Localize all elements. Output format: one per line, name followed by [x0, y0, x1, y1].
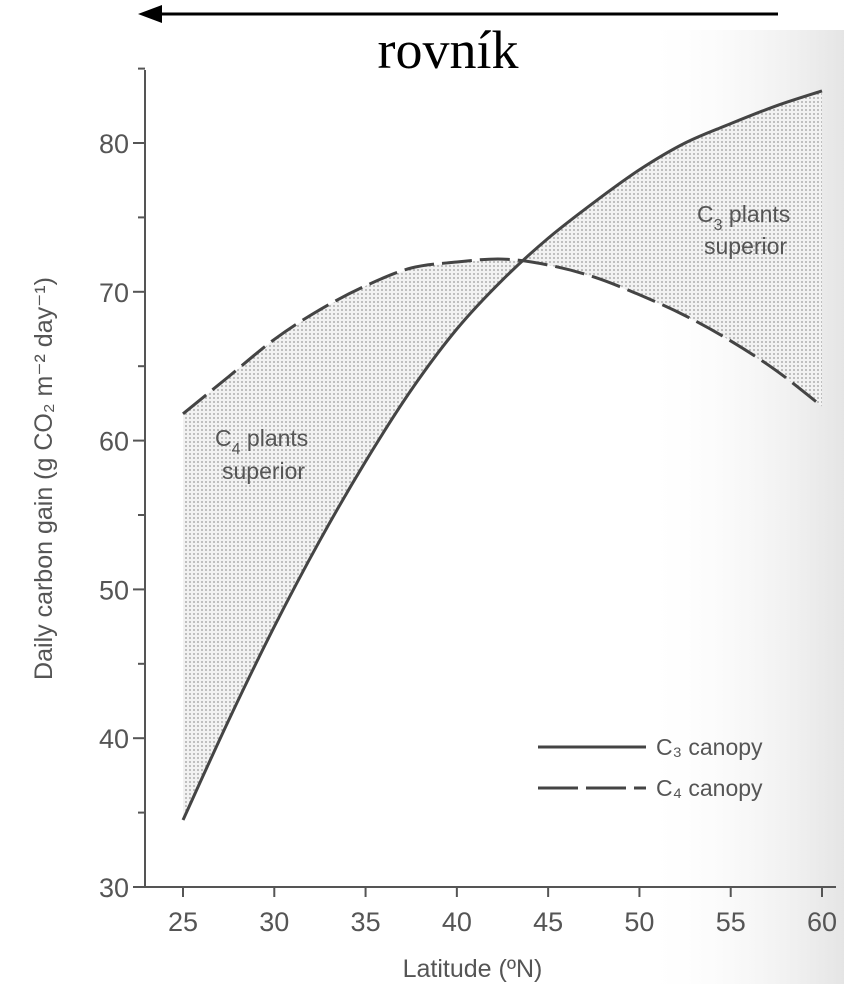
annotation-c3-superior: C3 plants superior: [697, 201, 790, 259]
series-c3-line: [181, 89, 823, 821]
series-lines: [181, 89, 823, 821]
legend-c4-label: C₄ canopy: [656, 775, 763, 801]
svg-text:C4 plants: C4 plants: [215, 425, 308, 458]
annot-c4-sub: 4: [232, 441, 241, 458]
x-tick-label: 40: [442, 907, 472, 937]
y-axis-title: Daily carbon gain (g CO₂ m⁻² day⁻¹): [30, 277, 58, 680]
legend: C₃ canopy C₄ canopy: [538, 734, 763, 801]
legend-c3-label: C₃ canopy: [656, 734, 763, 760]
header-label: rovník: [378, 20, 519, 80]
y-ticks: 30 40 50 60 70 80: [99, 67, 145, 903]
series-c4-line: [182, 257, 823, 415]
shaded-regions: [183, 90, 822, 821]
x-tick-label: 55: [716, 907, 746, 937]
x-tick-label: 25: [168, 907, 198, 937]
annot-c4-line2: superior: [222, 458, 305, 484]
svg-text:C3 plants: C3 plants: [697, 201, 790, 234]
x-tick-label: 35: [351, 907, 381, 937]
x-tick-label: 60: [807, 907, 837, 937]
annot-c4-rest: plants: [241, 425, 309, 451]
annot-c3-line2: superior: [704, 233, 787, 259]
annot-c3-sub: 3: [714, 217, 723, 234]
annot-c4-main: C: [215, 425, 232, 451]
y-tick-label: 40: [99, 724, 129, 754]
header-arrow: [138, 5, 778, 23]
y-tick-label: 70: [99, 278, 129, 308]
annot-c3-main: C: [697, 201, 714, 227]
annot-c3-rest: plants: [723, 201, 791, 227]
x-tick-label: 30: [259, 907, 289, 937]
shade-between-curves: [183, 90, 822, 821]
y-tick-label: 30: [99, 873, 129, 903]
y-tick-label: 80: [99, 129, 129, 159]
x-tick-label: 50: [624, 907, 654, 937]
y-tick-label: 50: [99, 575, 129, 605]
annotation-c4-superior: C4 plants superior: [215, 425, 308, 484]
y-tick-label: 60: [99, 427, 129, 457]
x-tick-label: 45: [533, 907, 563, 937]
x-ticks: 25 30 35 40 45 50 55 60: [168, 887, 837, 937]
axes: [144, 70, 836, 888]
x-axis-title: Latitude (ºN): [403, 955, 543, 983]
